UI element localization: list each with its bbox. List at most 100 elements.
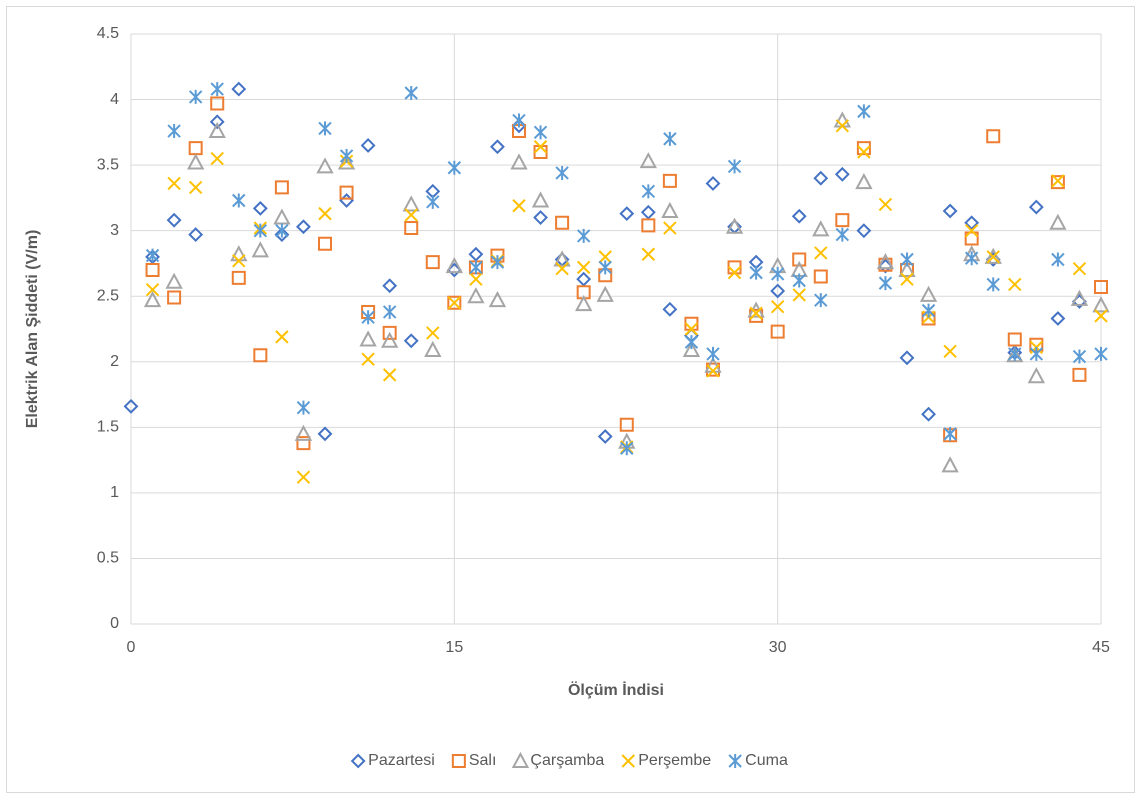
point [984,247,1002,264]
point [855,173,873,190]
point [857,145,871,159]
point [359,330,377,347]
x-tick-label: 45 [1092,639,1110,656]
point [123,398,139,414]
point [921,303,936,318]
point [553,250,571,267]
legend-label: Salı [469,752,497,769]
point [1092,296,1110,313]
point [318,236,332,251]
point [792,252,807,267]
point [1072,261,1087,276]
point [835,227,850,242]
point [274,227,290,243]
point [403,333,419,349]
point [706,364,720,378]
point [210,151,224,166]
point [167,124,181,139]
point [555,165,569,180]
point [597,429,613,444]
point [447,296,462,310]
y-tick-label: 2 [110,353,119,370]
point [814,293,828,308]
point [296,400,311,415]
point [404,86,418,100]
point [684,322,699,336]
point [1051,252,1065,267]
point [943,428,958,443]
point [1029,337,1044,352]
point [964,251,979,266]
point [942,203,958,219]
point [770,283,786,299]
point [900,252,914,267]
point [705,176,721,191]
point [878,276,893,291]
point [231,81,247,97]
point [252,200,268,216]
point [166,212,182,228]
point [835,213,850,228]
point [231,270,246,285]
point [598,260,612,275]
point [1007,332,1022,347]
point [900,272,914,286]
point [663,221,677,235]
point [296,470,311,484]
point [876,253,895,270]
point [316,157,334,174]
point [791,208,807,224]
point [490,248,505,263]
point [770,324,785,339]
point [1028,199,1044,215]
point [382,368,397,382]
point [682,340,701,357]
point [619,417,634,432]
point [488,291,507,308]
point [402,195,420,212]
point [274,180,289,195]
legend-label: Çarşamba [530,752,604,769]
point [339,185,354,200]
point [296,219,311,235]
point [445,256,464,274]
point [964,215,980,231]
point [145,282,160,297]
point [576,260,591,275]
point [574,294,593,312]
point [209,114,225,130]
point [813,269,828,284]
point [555,215,570,230]
point [576,228,591,243]
point [727,260,742,275]
point [167,176,181,191]
point [232,254,246,268]
point [251,241,270,258]
point [296,436,311,451]
chart-border [6,6,1135,793]
point [663,131,677,146]
point [404,221,419,236]
point [1008,346,1022,361]
point [792,273,806,288]
point [1094,309,1108,323]
y-tick-label: 0.5 [97,550,119,567]
point [188,180,203,195]
point [380,331,399,348]
legend-label: Perşembe [638,752,711,769]
point [986,129,1001,144]
point [1094,280,1108,295]
point [143,291,162,308]
point [360,138,376,153]
point [468,246,484,262]
point [749,265,763,280]
point [598,250,612,264]
point [318,121,332,136]
point [210,96,225,111]
point [639,152,658,169]
x-tick-label: 30 [769,639,787,656]
point [447,160,462,175]
point [576,285,591,300]
point [208,121,226,139]
point [814,246,828,260]
